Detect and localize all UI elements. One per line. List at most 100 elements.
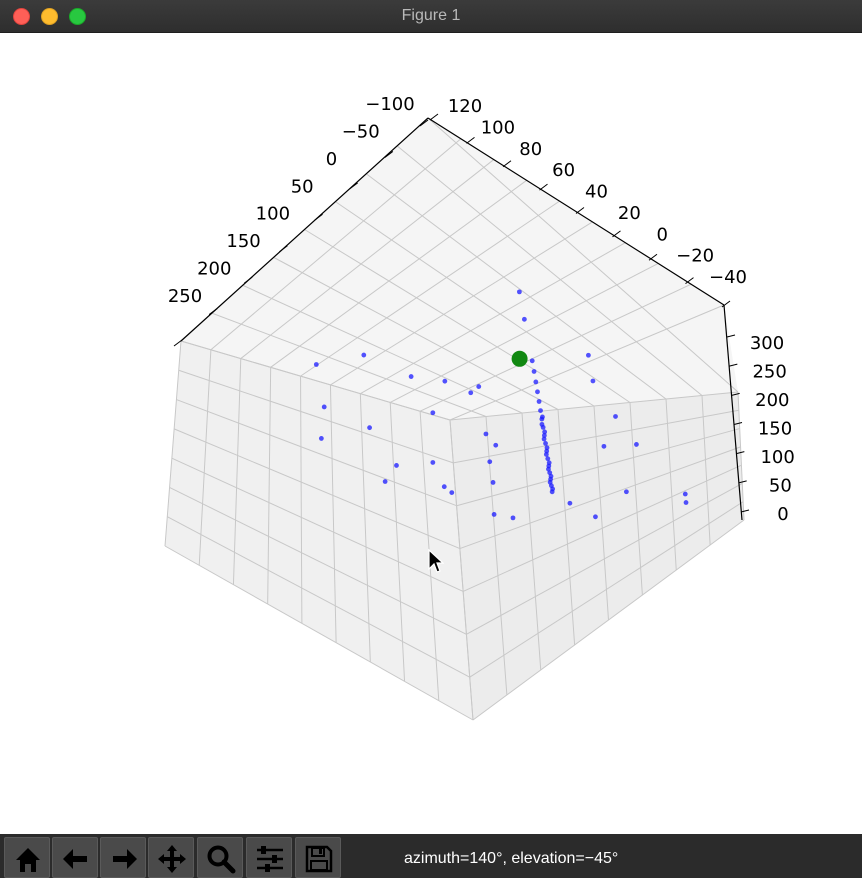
data-point — [613, 414, 618, 419]
z-tick-label: 200 — [755, 390, 789, 411]
y-tick-mark — [721, 300, 731, 308]
grid-line — [164, 340, 182, 547]
z-tick-label: 300 — [750, 333, 784, 354]
sliders-icon — [257, 846, 283, 872]
data-point — [567, 500, 573, 506]
x-tick-mark — [279, 245, 288, 253]
data-point — [367, 425, 372, 431]
back-button[interactable] — [52, 837, 98, 878]
z-axis-line — [723, 304, 743, 521]
forward-button[interactable] — [100, 837, 146, 878]
grid-line — [169, 486, 467, 635]
pan-button[interactable] — [148, 837, 194, 878]
y-tick-label: 0 — [657, 224, 668, 245]
data-point — [468, 390, 474, 396]
grid-line — [176, 399, 457, 507]
data-point — [493, 442, 499, 448]
grid-line — [396, 145, 703, 396]
y-tick-label: 20 — [618, 203, 641, 224]
data-point — [430, 460, 436, 465]
grid-line — [211, 312, 487, 417]
data-point — [623, 489, 629, 495]
grid-line — [389, 402, 406, 682]
data-point — [541, 433, 547, 438]
mouse-cursor-icon — [428, 549, 444, 573]
grid-line — [456, 428, 740, 507]
y-tick-label: 100 — [481, 117, 515, 138]
data-point — [539, 421, 545, 427]
z-tick-label: 0 — [777, 504, 788, 525]
y-tick-mark — [539, 183, 548, 191]
grid-line — [273, 256, 559, 410]
y-tick-label: −20 — [676, 246, 714, 267]
data-point — [318, 436, 324, 441]
minimize-window-button[interactable] — [41, 8, 58, 25]
grid-line — [180, 340, 451, 421]
x-tick-label: 250 — [168, 286, 202, 307]
left-pane — [165, 341, 473, 720]
y-tick-label: 80 — [519, 139, 542, 160]
data-points — [313, 289, 689, 521]
grid-line — [300, 376, 303, 624]
grid-line — [167, 516, 470, 678]
y-tick-mark — [466, 136, 475, 144]
grid-line — [449, 304, 725, 421]
data-point — [491, 512, 497, 517]
arrow-left-icon — [63, 849, 87, 869]
right-pane — [450, 392, 744, 720]
3d-scatter-plot[interactable]: −100−50050100150200250120100806040200−20… — [0, 33, 862, 833]
data-point — [521, 316, 527, 322]
data-point — [382, 479, 388, 484]
data-point — [601, 443, 607, 449]
x-tick-label: 100 — [256, 204, 290, 225]
arrow-right-icon — [113, 849, 137, 869]
data-point — [543, 441, 548, 446]
y-tick-label: −40 — [709, 267, 747, 288]
grid-line — [330, 221, 593, 386]
configure-subplots-button[interactable] — [246, 837, 292, 878]
y-tick-label: 40 — [585, 182, 608, 203]
figure-canvas[interactable]: −100 −50 0 50 100 150 200 250 120 100 80 60 40 20 0 −20… — [0, 33, 862, 833]
grid-line — [419, 283, 692, 412]
move-icon — [158, 845, 186, 873]
home-button[interactable] — [4, 837, 50, 878]
magnifier-icon — [207, 845, 236, 874]
grid-line — [389, 263, 659, 403]
grid-line — [304, 229, 595, 407]
data-point — [593, 514, 598, 520]
data-point — [548, 473, 554, 479]
zoom-button[interactable] — [197, 837, 243, 878]
x-tick-label: 150 — [226, 231, 260, 252]
data-point — [682, 491, 688, 497]
grid-line — [449, 419, 474, 721]
z-tick-label: 250 — [752, 362, 786, 383]
data-point — [483, 431, 489, 437]
tick-labels: −100−50050100150200250120100806040200−20… — [168, 94, 795, 525]
data-point — [550, 486, 556, 492]
x-tick-mark — [314, 213, 323, 221]
grid-line — [521, 412, 542, 671]
z-tick-mark — [740, 509, 750, 513]
close-window-button[interactable] — [13, 8, 30, 25]
grid-line — [173, 428, 461, 550]
grid-line — [469, 501, 744, 678]
grid-line — [300, 200, 560, 377]
data-point — [449, 490, 455, 496]
data-point — [586, 352, 591, 358]
maximize-window-button[interactable] — [69, 8, 86, 25]
axes-panes — [165, 118, 744, 720]
data-point — [545, 456, 551, 462]
grid-line — [472, 519, 745, 721]
grid-line — [449, 391, 739, 421]
data-point — [683, 500, 689, 505]
x-tick-mark — [349, 182, 359, 190]
data-point — [590, 378, 596, 384]
y-tick-mark — [612, 230, 621, 238]
data-point — [544, 445, 550, 451]
data-point — [361, 352, 367, 358]
grid-line — [360, 242, 626, 395]
save-button[interactable] — [295, 837, 341, 878]
data-point — [541, 436, 547, 442]
grid-line — [335, 201, 631, 403]
grid-line — [365, 173, 667, 400]
